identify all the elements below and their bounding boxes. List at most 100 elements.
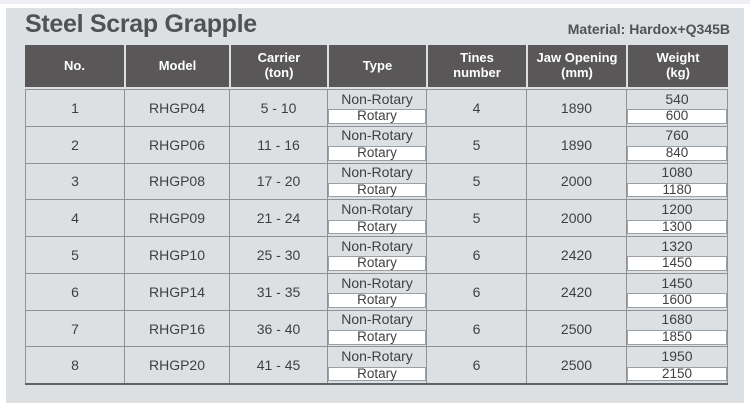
cell-type-nonrotary: Non-Rotary <box>328 236 427 255</box>
cell-weight-nonrotary: 1680 <box>627 309 728 329</box>
table-row: 7 RHGP16 36 - 40 Non-Rotary 6 2500 1680 <box>25 309 728 347</box>
table-subrow: Rotary 1180 <box>25 180 728 200</box>
column-header: Type <box>329 45 426 87</box>
cell-weight-rotary: 1450 <box>627 254 728 273</box>
column-header-line2: number <box>453 65 501 80</box>
table-header-row: No. Model Carrier (ton) Type Tines number Jaw O… <box>25 45 728 87</box>
column-header-line1: Model <box>158 57 197 73</box>
cell-weight-rotary: 1850 <box>627 328 728 347</box>
table-row: 5 RHGP10 25 - 30 Non-Rotary 6 2420 1320 <box>25 236 728 273</box>
table-subrow: Rotary 1300 <box>25 217 728 237</box>
table-subrow: Rotary 2150 <box>25 364 728 384</box>
cell-weight-rotary-box: 840 <box>627 146 727 161</box>
column-header: Carrier (ton) <box>231 45 327 87</box>
cell-type-rotary: Rotary <box>328 291 427 310</box>
cell-type-nonrotary: Non-Rotary <box>328 346 427 365</box>
cell-weight-nonrotary: 1200 <box>627 199 728 218</box>
cell-weight-nonrotary: 1320 <box>627 236 728 255</box>
cell-tines: 5 <box>427 199 527 237</box>
cell-type-rotary-box: Rotary <box>328 183 426 198</box>
cell-jaw-opening: 2420 <box>527 236 627 273</box>
table-row: 8 RHGP20 41 - 45 Non-Rotary 6 2500 1950 <box>25 346 728 384</box>
table-subrow: Rotary 1600 <box>25 291 728 310</box>
cell-weight-nonrotary: 1080 <box>627 162 728 181</box>
cell-jaw-opening: 2000 <box>527 199 627 237</box>
cell-type-rotary-box: Rotary <box>328 293 426 308</box>
cell-jaw-opening: 1890 <box>527 125 627 163</box>
column-header-line1: Weight <box>656 50 700 66</box>
cell-tines: 4 <box>427 89 527 126</box>
column-header-line1: Jaw Opening <box>536 50 618 66</box>
cell-jaw-opening: 2500 <box>527 309 627 347</box>
cell-weight-nonrotary: 760 <box>627 125 728 145</box>
cell-carrier: 36 - 40 <box>230 309 328 347</box>
cell-type-rotary: Rotary <box>328 254 427 273</box>
cell-weight-rotary-box: 1300 <box>627 220 727 235</box>
column-header: Weight (kg) <box>628 45 728 87</box>
cell-model: RHGP06 <box>125 125 230 163</box>
cell-weight-rotary: 1600 <box>627 291 728 310</box>
cell-weight-nonrotary: 1450 <box>627 272 728 292</box>
cell-type-rotary: Rotary <box>328 144 427 163</box>
cell-type-nonrotary: Non-Rotary <box>328 125 427 145</box>
cell-no: 6 <box>25 272 125 310</box>
cell-tines: 6 <box>427 272 527 310</box>
cell-model: RHGP14 <box>125 272 230 310</box>
table-subrow: Rotary 600 <box>25 107 728 126</box>
cell-carrier: 21 - 24 <box>230 199 328 237</box>
cell-type-rotary: Rotary <box>328 217 427 237</box>
spec-table: No. Model Carrier (ton) Type Tines number Jaw O… <box>25 45 728 386</box>
cell-weight-rotary: 840 <box>627 144 728 163</box>
cell-no: 7 <box>25 309 125 347</box>
table-row: 3 RHGP08 17 - 20 Non-Rotary 5 2000 1080 <box>25 162 728 200</box>
table-subrow: Rotary 1450 <box>25 254 728 273</box>
cell-no: 4 <box>25 199 125 237</box>
table-body: 1 RHGP04 5 - 10 Non-Rotary 4 1890 540 Rotary 600… <box>25 89 728 386</box>
column-header-line2: (mm) <box>561 65 593 80</box>
cell-model: RHGP16 <box>125 309 230 347</box>
cell-weight-rotary: 1300 <box>627 217 728 237</box>
table-row: 2 RHGP06 11 - 16 Non-Rotary 5 1890 760 <box>25 125 728 163</box>
cell-jaw-opening: 2500 <box>527 346 627 384</box>
cell-weight-rotary: 600 <box>627 107 728 126</box>
cell-weight-rotary-box: 1600 <box>627 293 727 308</box>
page-title: Steel Scrap Grapple <box>25 10 257 38</box>
cell-model: RHGP10 <box>125 236 230 273</box>
column-header-line1: Type <box>362 57 393 73</box>
cell-weight-rotary-box: 1450 <box>627 256 727 271</box>
cell-model: RHGP20 <box>125 346 230 384</box>
content-panel: Steel Scrap Grapple Material: Hardox+Q34… <box>6 8 744 403</box>
cell-tines: 6 <box>427 236 527 273</box>
cell-model: RHGP09 <box>125 199 230 237</box>
column-header: Tines number <box>428 45 526 87</box>
cell-jaw-opening: 2420 <box>527 272 627 310</box>
cell-model: RHGP08 <box>125 162 230 200</box>
column-header-line2: (ton) <box>264 65 294 80</box>
column-header-line1: Carrier <box>257 50 301 66</box>
cell-weight-rotary-box: 1180 <box>627 183 727 198</box>
cell-tines: 5 <box>427 162 527 200</box>
top-edge-strip <box>0 0 750 4</box>
cell-type-rotary: Rotary <box>328 180 427 200</box>
cell-weight-nonrotary: 1950 <box>627 346 728 365</box>
column-header: No. <box>25 45 124 87</box>
table-subrow: Rotary 1850 <box>25 328 728 347</box>
cell-no: 5 <box>25 236 125 273</box>
cell-no: 1 <box>25 89 125 126</box>
cell-weight-nonrotary: 540 <box>627 89 728 108</box>
cell-weight-rotary-box: 1850 <box>627 330 727 345</box>
cell-type-nonrotary: Non-Rotary <box>328 199 427 218</box>
cell-type-rotary-box: Rotary <box>328 256 426 271</box>
cell-jaw-opening: 1890 <box>527 89 627 126</box>
cell-weight-rotary: 1180 <box>627 180 728 200</box>
table-row: 4 RHGP09 21 - 24 Non-Rotary 5 2000 1200 <box>25 199 728 237</box>
cell-type-rotary-box: Rotary <box>328 220 426 235</box>
cell-type-nonrotary: Non-Rotary <box>328 89 427 108</box>
cell-tines: 6 <box>427 309 527 347</box>
cell-weight-rotary: 2150 <box>627 364 728 384</box>
cell-jaw-opening: 2000 <box>527 162 627 200</box>
cell-type-rotary-box: Rotary <box>328 367 426 382</box>
cell-weight-rotary-box: 600 <box>627 109 727 124</box>
cell-type-rotary: Rotary <box>328 107 427 126</box>
